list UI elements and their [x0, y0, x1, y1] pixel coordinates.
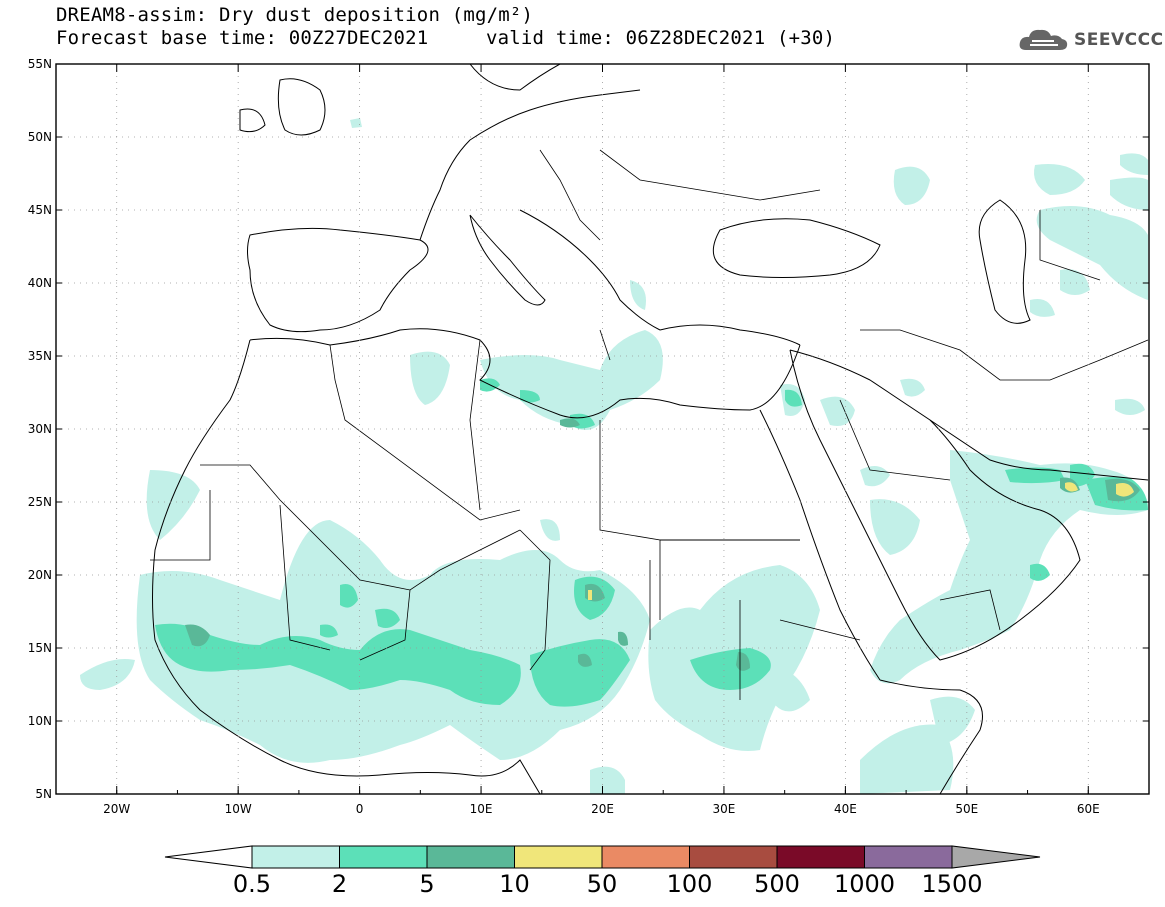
lat-label: 45N	[28, 203, 52, 217]
lat-label: 10N	[28, 714, 52, 728]
colorbar-level-label: 50	[587, 870, 618, 898]
lon-label: 0	[356, 802, 364, 816]
dust-shading-light	[80, 118, 1148, 794]
longitude-labels: 20W 10W 0 10E 20E 30E 40E 50E 60E	[103, 802, 1100, 816]
lon-label: 60E	[1077, 802, 1100, 816]
lat-label: 5N	[35, 787, 52, 801]
colorbar: 0.5 2 5 10 50 100 500 1000 1500	[164, 845, 1041, 898]
colorbar-level-label: 1000	[834, 870, 895, 898]
lat-label: 35N	[28, 349, 52, 363]
lon-label: 40E	[834, 802, 857, 816]
colorbar-bin	[426, 845, 515, 869]
colorbar-level-label: 1500	[921, 870, 982, 898]
colorbar-bin	[776, 845, 865, 869]
axis-ticks	[55, 63, 1150, 795]
colorbar-bin	[339, 845, 428, 869]
colorbar-level-label: 2	[332, 870, 347, 898]
lat-label: 15N	[28, 641, 52, 655]
lon-label: 30E	[713, 802, 736, 816]
lat-label: 40N	[28, 276, 52, 290]
colorbar-level-label: 100	[667, 870, 713, 898]
lat-label: 20N	[28, 568, 52, 582]
valid-time: valid time: 06Z28DEC2021 (+30)	[486, 27, 836, 49]
colorbar-bin	[601, 845, 690, 869]
colorbar-under-arrow	[164, 845, 253, 869]
lon-label: 10W	[225, 802, 252, 816]
colorbar-bin	[689, 845, 778, 869]
latitude-labels: 5N 10N 15N 20N 25N 30N 35N 40N 45N 50N 55N	[28, 57, 52, 801]
lat-label: 25N	[28, 495, 52, 509]
colorbar-level-label: 500	[754, 870, 800, 898]
colorbar-level-label: 5	[419, 870, 434, 898]
lat-label: 55N	[28, 57, 52, 71]
coastlines	[152, 64, 1149, 794]
lon-label: 10E	[470, 802, 493, 816]
map-title: DREAM8-assim: Dry dust deposition (mg/m²…	[56, 4, 534, 26]
lon-label: 20W	[103, 802, 130, 816]
forecast-base-time: Forecast base time: 00Z27DEC2021	[56, 27, 429, 49]
seevccc-logo: SEEVCCC	[1018, 26, 1164, 54]
map-gridlines	[56, 64, 1149, 794]
cloud-logo-icon	[1019, 29, 1068, 50]
colorbar-bin	[864, 845, 953, 869]
lon-label: 50E	[955, 802, 978, 816]
colorbar-over-arrow	[951, 845, 1041, 869]
colorbar-bin	[251, 845, 340, 869]
colorbar-bin	[514, 845, 603, 869]
country-borders	[150, 149, 1149, 700]
lat-label: 50N	[28, 130, 52, 144]
colorbar-level-label: 10	[499, 870, 530, 898]
logo-text: SEEVCCC	[1074, 30, 1164, 50]
lon-label: 20E	[591, 802, 614, 816]
lat-label: 30N	[28, 422, 52, 436]
map-subtitle: Forecast base time: 00Z27DEC2021 valid ti…	[56, 27, 835, 49]
colorbar-level-label: 0.5	[233, 870, 271, 898]
dust-shading-high	[588, 482, 1134, 600]
